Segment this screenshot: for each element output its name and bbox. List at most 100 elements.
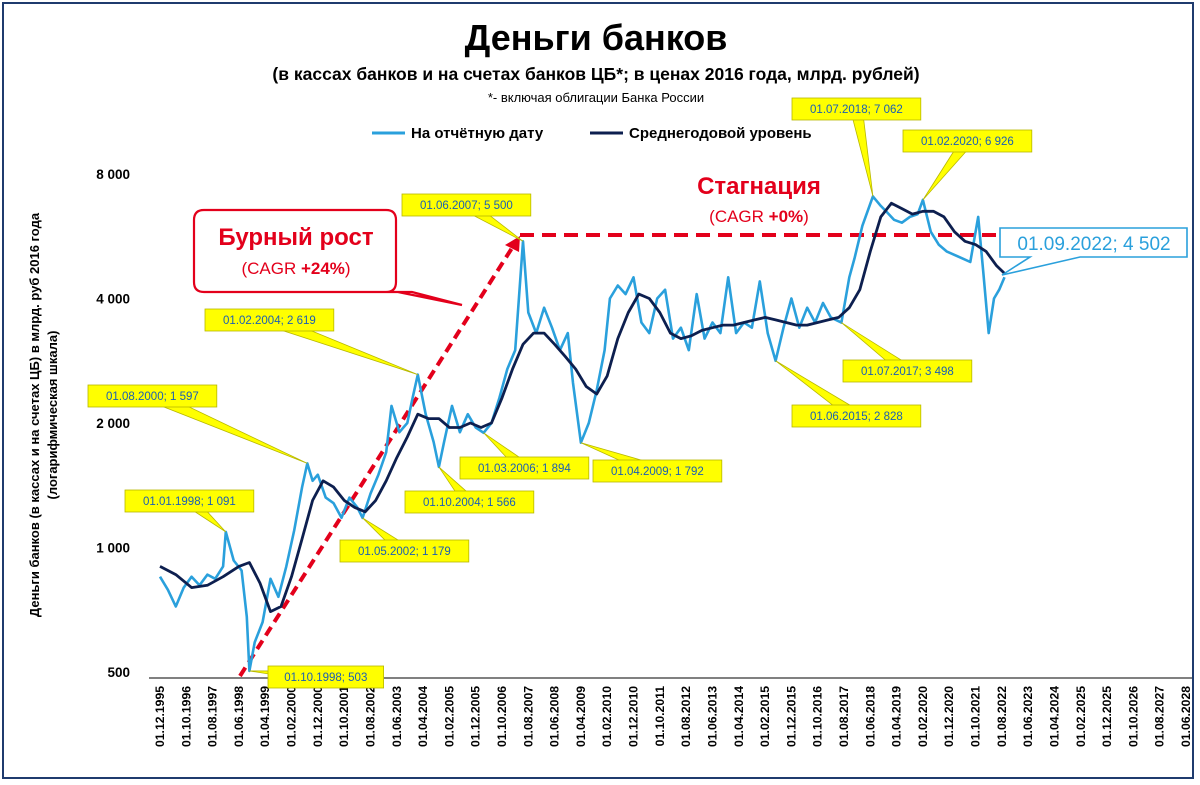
- x-tick-label: 01.08.2002: [363, 686, 377, 747]
- data-callout-box: [339, 539, 470, 563]
- data-callout-box: [87, 384, 218, 408]
- legend-label-series-1: На отчётную дату: [411, 125, 544, 142]
- data-callout: 01.10.1998; 503: [249, 665, 384, 689]
- data-callout-text: 01.02.2004; 2 619: [223, 315, 316, 327]
- data-callout: 01.02.2004; 2 619: [204, 308, 418, 375]
- x-tick-label: 01.04.1999: [258, 686, 272, 747]
- last-value-callout-box: [999, 227, 1188, 276]
- boom-callout-cagr: (CAGR +24%): [241, 259, 350, 278]
- boom-callout-title: Бурный рост: [218, 224, 373, 251]
- x-tick-label: 01.12.2020: [942, 686, 956, 747]
- y-axis-ticks: 500 1 000 2 000 4 000 8 000: [96, 167, 130, 680]
- chart-footnote: *- включая облигации Банка России: [488, 90, 704, 105]
- y-tick-label: 1 000: [96, 541, 130, 556]
- data-callout-pointer: [850, 107, 874, 197]
- legend: На отчётную дату Среднегодовой уровень: [372, 125, 812, 142]
- x-tick-label: 01.02.2020: [916, 686, 930, 747]
- x-tick-label: 01.10.1996: [179, 686, 193, 747]
- x-tick-label: 01.02.2025: [1074, 686, 1088, 747]
- boom-callout-box: [192, 208, 463, 307]
- data-callout-text: 01.07.2018; 7 062: [810, 104, 903, 116]
- data-callout-text: 01.10.1998; 503: [284, 672, 367, 684]
- x-tick-label: 01.04.2004: [416, 686, 430, 747]
- data-callout-box: [401, 193, 532, 217]
- data-callout: 01.04.2009; 1 792: [580, 442, 723, 483]
- x-tick-label: 01.08.2017: [837, 686, 851, 747]
- data-callout-text: 01.06.2007; 5 500: [420, 200, 513, 212]
- x-tick-label: 01.10.2016: [811, 686, 825, 747]
- x-tick-label: 01.06.2003: [390, 686, 404, 747]
- y-tick-label: 4 000: [96, 292, 130, 307]
- x-tick-label: 01.08.2012: [679, 686, 693, 747]
- x-tick-label: 01.06.1998: [232, 686, 246, 747]
- data-callout-box: [842, 359, 973, 383]
- last-value-callout: 01.09.2022; 4 502: [999, 227, 1188, 276]
- data-callout: 01.10.2004; 1 566: [404, 466, 535, 514]
- stagnation-annotation: Стагнация (CAGR +0%): [697, 173, 821, 226]
- data-callout-box: [791, 404, 922, 428]
- x-tick-label: 01.12.2015: [784, 686, 798, 747]
- data-callout-text: 01.10.2004; 1 566: [423, 497, 516, 509]
- series-line-on-date: [158, 195, 1006, 673]
- data-callout-box: [404, 490, 535, 514]
- trend-annotations: [238, 233, 998, 678]
- x-tick-label: 01.12.2005: [469, 686, 483, 747]
- x-tick-label: 01.12.2010: [627, 686, 641, 747]
- x-tick-label: 01.04.2014: [732, 686, 746, 747]
- data-callout: 01.06.2007; 5 500: [401, 193, 532, 242]
- data-callout: 01.07.2018; 7 062: [791, 97, 922, 197]
- series-line-annual-average: [159, 201, 1006, 613]
- x-tick-label: 01.12.1995: [153, 686, 167, 747]
- x-tick-label: 01.04.2009: [574, 686, 588, 747]
- legend-label-series-2: Среднегодовой уровень: [629, 125, 812, 142]
- data-callout: 01.07.2017; 3 498: [841, 322, 973, 383]
- data-callout-text: 01.06.2015; 2 828: [810, 411, 903, 423]
- data-callout-text: 01.03.2006; 1 894: [478, 463, 571, 475]
- chart-title: Деньги банков: [465, 17, 728, 58]
- data-callout: 01.06.2015; 2 828: [775, 360, 922, 428]
- data-callout: 01.01.1998; 1 091: [124, 489, 255, 533]
- boom-trend-arrowhead: [505, 236, 520, 252]
- data-callout: 01.02.2020; 6 926: [902, 129, 1033, 201]
- x-tick-label: 01.06.2023: [1021, 686, 1035, 747]
- x-tick-label: 01.10.2021: [969, 686, 983, 747]
- x-tick-label: 01.10.2011: [653, 686, 667, 747]
- x-tick-label: 01.06.2028: [1179, 686, 1193, 747]
- data-callout-text: 01.01.1998; 1 091: [143, 496, 236, 508]
- data-callouts: 01.01.1998; 1 091 01.10.1998; 503 01.08.20…: [87, 97, 1033, 689]
- data-callout-text: 01.05.2002; 1 179: [358, 546, 451, 558]
- boom-trend-arrow: [238, 246, 514, 678]
- data-callout: 01.05.2002; 1 179: [339, 517, 470, 563]
- stagnation-title: Стагнация: [697, 173, 821, 200]
- x-tick-label: 01.08.2007: [521, 686, 535, 747]
- x-tick-label: 01.10.2006: [495, 686, 509, 747]
- x-tick-label: 01.02.2005: [442, 686, 456, 747]
- boom-callout: Бурный рост (CAGR +24%): [192, 208, 463, 307]
- y-tick-label: 500: [107, 665, 130, 680]
- y-axis-label-line-1: Деньги банков (в кассах и на счетах ЦБ) …: [27, 212, 42, 617]
- last-value-callout-text: 01.09.2022; 4 502: [1017, 234, 1170, 255]
- x-tick-label: 01.08.2022: [995, 686, 1009, 747]
- stagnation-cagr: (CAGR +0%): [709, 207, 809, 226]
- data-callout-box: [267, 665, 384, 689]
- x-tick-label: 01.06.2018: [863, 686, 877, 747]
- data-callout-box: [459, 456, 590, 480]
- data-callout-box: [902, 129, 1033, 153]
- x-tick-label: 01.04.2024: [1047, 686, 1061, 747]
- data-callout-text: 01.08.2000; 1 597: [106, 391, 199, 403]
- data-callout-text: 01.04.2009; 1 792: [611, 466, 704, 478]
- data-callout: 01.03.2006; 1 894: [459, 432, 590, 480]
- data-callout-box: [791, 97, 922, 121]
- data-callout-text: 01.02.2020; 6 926: [921, 136, 1014, 148]
- x-tick-label: 01.04.2019: [890, 686, 904, 747]
- y-tick-label: 2 000: [96, 416, 130, 431]
- x-tick-label: 01.02.2010: [600, 686, 614, 747]
- y-tick-label: 8 000: [96, 167, 130, 182]
- x-tick-label: 01.02.2015: [758, 686, 772, 747]
- x-tick-label: 01.10.2001: [337, 686, 351, 747]
- x-tick-label: 01.12.2025: [1100, 686, 1114, 747]
- data-callout-box: [204, 308, 335, 332]
- x-tick-label: 01.06.2013: [705, 686, 719, 747]
- data-callout-box: [124, 489, 255, 513]
